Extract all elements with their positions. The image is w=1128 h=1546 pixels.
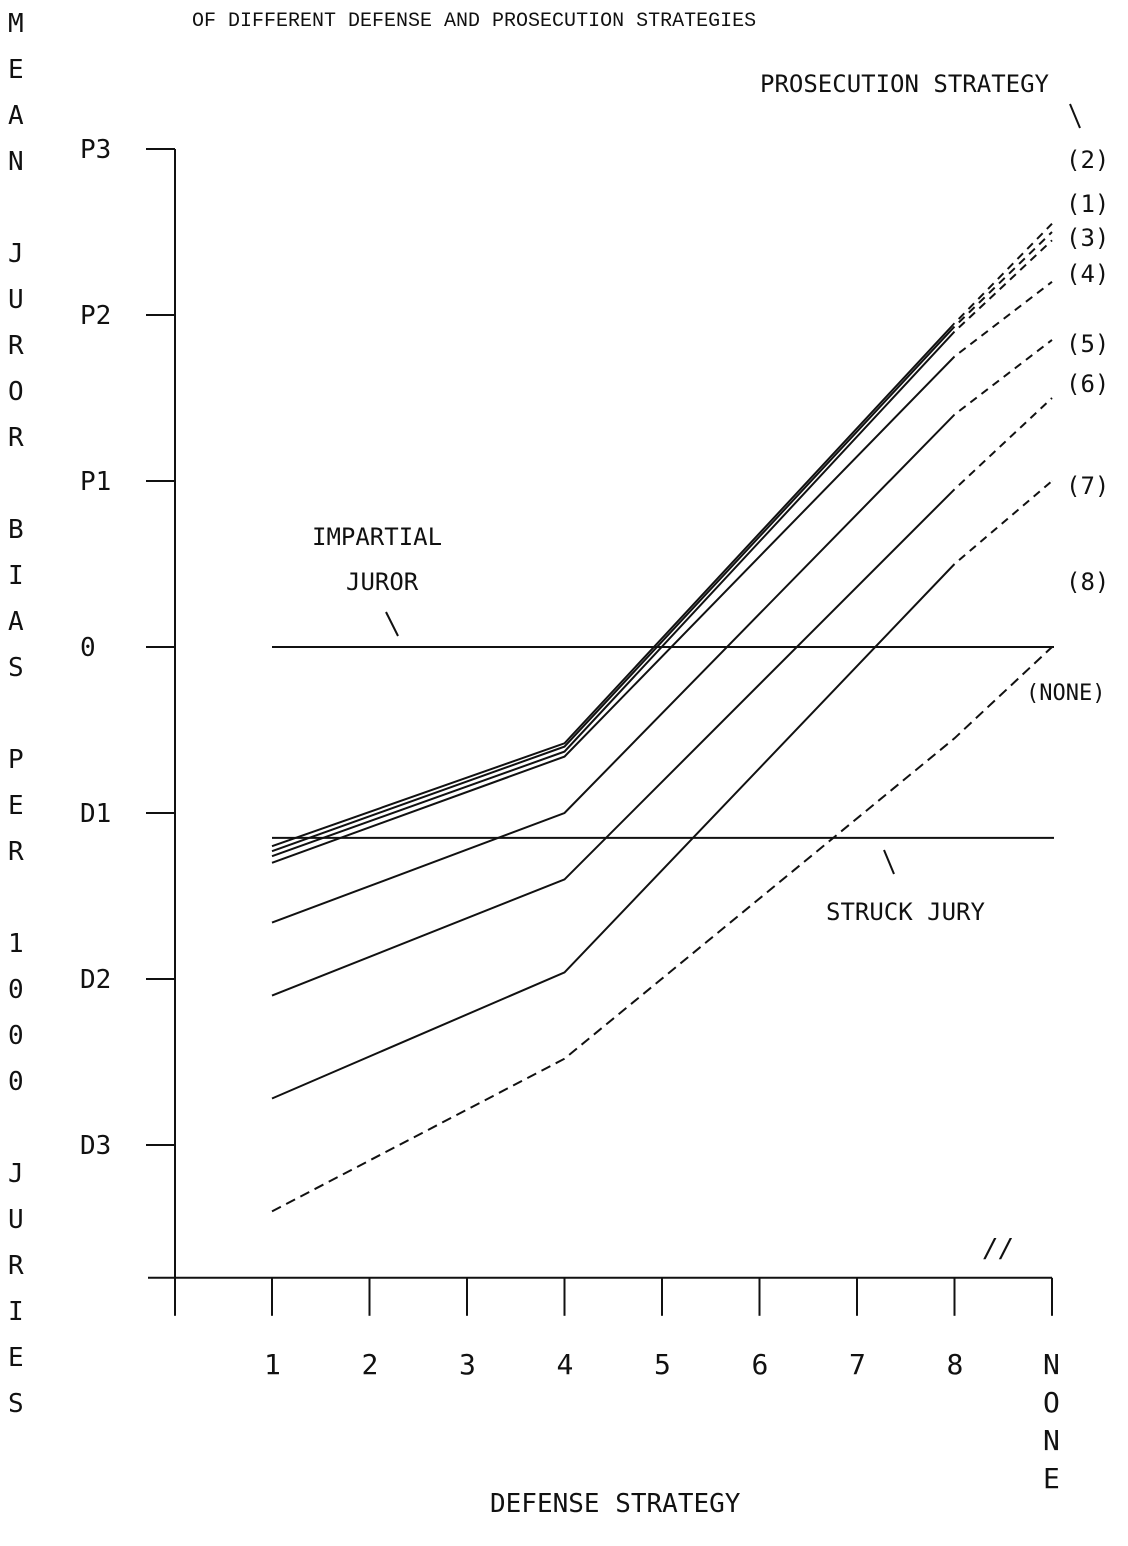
impartial-juror-label-line: JUROR	[346, 568, 419, 596]
y-tick-label: P1	[80, 467, 111, 497]
series-break-gap	[953, 222, 1054, 325]
y-tick-label: 0	[80, 633, 96, 663]
y-tick-label: P2	[80, 301, 111, 331]
x-tick-label: 1	[264, 1348, 281, 1381]
impartial-juror-pointer	[385, 611, 399, 637]
struck-jury-label: STRUCK JURY	[826, 898, 985, 926]
series-lines	[271, 222, 1054, 1213]
x-tick-label: 6	[752, 1348, 769, 1381]
x-tick-label: 2	[362, 1348, 379, 1381]
axis-break-mark: //	[983, 1234, 1014, 1264]
series-line	[271, 397, 1053, 997]
x-tick-label: 3	[459, 1348, 476, 1381]
impartial-juror-label-line: IMPARTIAL	[312, 523, 442, 551]
series-line	[271, 480, 1053, 1100]
legend-label: (5)	[1066, 330, 1109, 358]
legend-label: (7)	[1066, 472, 1109, 500]
legend-pointer	[1069, 103, 1081, 129]
y-tick-label: D3	[80, 1131, 111, 1161]
legend-label: (6)	[1066, 370, 1109, 398]
chart-title: OF DIFFERENT DEFENSE AND PROSECUTION STR…	[192, 10, 756, 33]
legend: (2) (1) (3) (4) (5) (6) (7) (8)	[1066, 103, 1109, 596]
series-line	[271, 339, 1053, 924]
reference-lines: IMPARTIAL JUROR	[272, 523, 1054, 875]
legend-extra-none: (NONE)	[1026, 681, 1105, 706]
y-tick-label: D1	[80, 799, 111, 829]
y-tick-label: P3	[80, 135, 111, 165]
x-tick-label: 7	[849, 1348, 866, 1381]
legend-label: (3)	[1066, 224, 1109, 252]
tick-labels: P3 P2 P1 0 D1 D2 D3 1 2 3 4 5 6 7 8 N O N E	[80, 135, 1060, 1495]
series-line	[271, 646, 1053, 1213]
series-break-gap	[953, 338, 1053, 416]
series-break-gap	[953, 280, 1053, 358]
x-tick-label: 5	[654, 1348, 671, 1381]
x-tick-label: 8	[947, 1348, 964, 1381]
legend-label: (2)	[1066, 146, 1109, 174]
series-line	[271, 231, 1053, 853]
series-line	[271, 239, 1053, 858]
series-break-gap	[953, 230, 1054, 328]
axes	[146, 148, 1053, 1316]
series-line	[271, 223, 1053, 848]
y-tick-label: D2	[80, 965, 111, 995]
legend-label: (8)	[1066, 568, 1109, 596]
x-axis-label: DEFENSE STRATEGY	[490, 1489, 741, 1519]
struck-jury-pointer	[883, 849, 895, 875]
legend-title: PROSECUTION STRATEGY	[760, 70, 1050, 98]
legend-label: (1)	[1066, 190, 1109, 218]
legend-label: (4)	[1066, 260, 1109, 288]
x-tick-label: 4	[557, 1348, 574, 1381]
